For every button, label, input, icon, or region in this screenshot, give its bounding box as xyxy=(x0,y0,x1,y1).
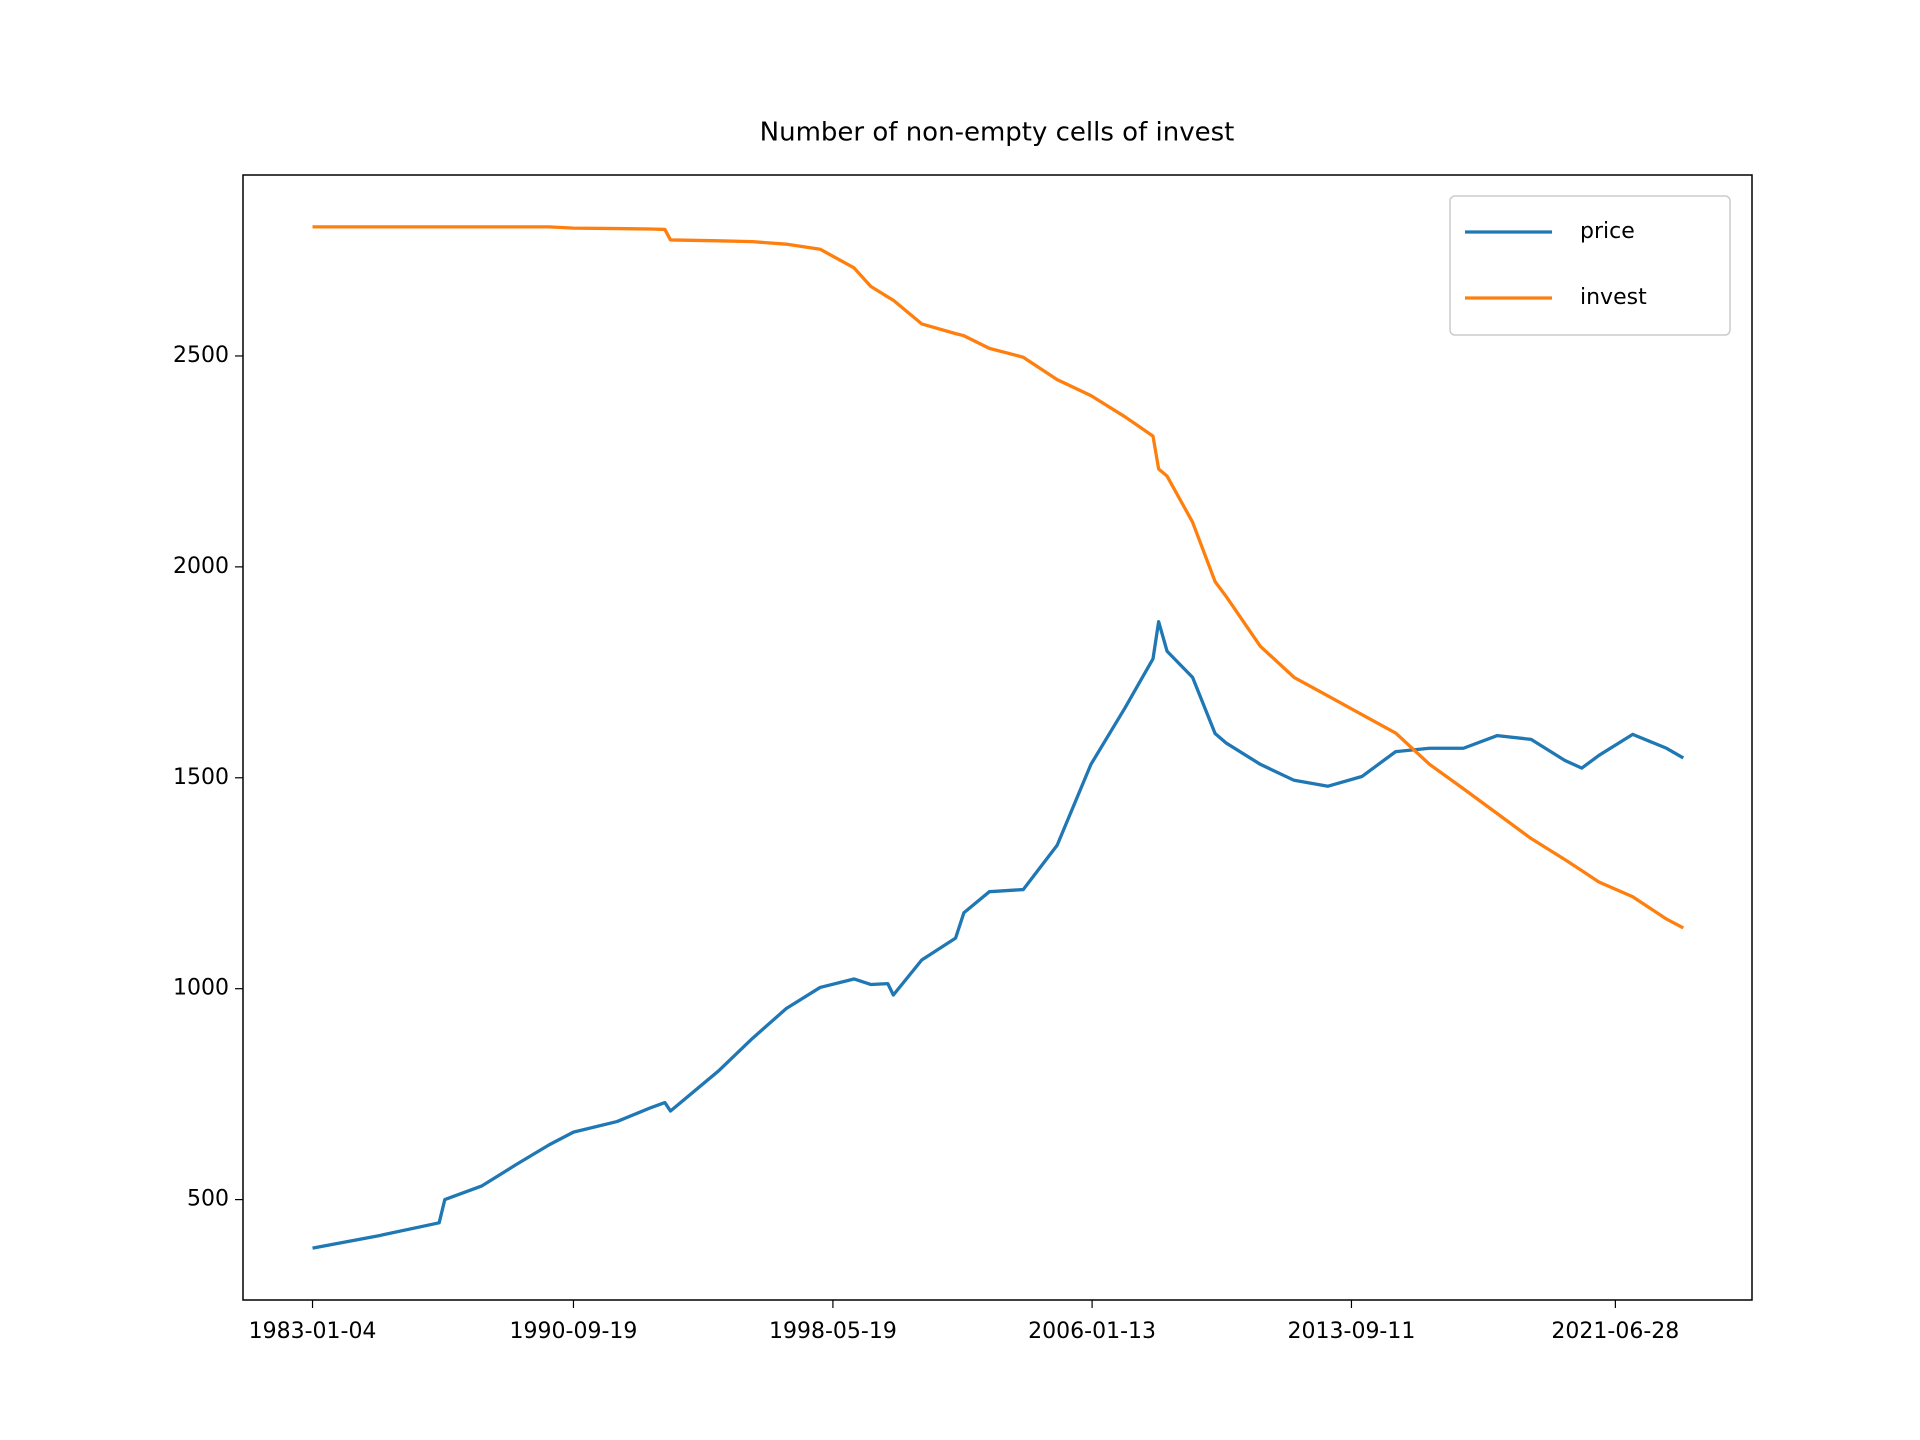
x-tick-label: 1983-01-04 xyxy=(249,1319,377,1344)
series-line xyxy=(312,620,1685,1250)
x-tick-label: 2006-01-13 xyxy=(1028,1319,1156,1344)
x-tick-label: 2021-06-28 xyxy=(1551,1319,1679,1344)
y-tick-label: 2500 xyxy=(173,343,229,368)
x-tick-label: 2013-09-11 xyxy=(1288,1319,1416,1344)
y-tick-label: 2000 xyxy=(173,554,229,579)
y-tick-label: 1500 xyxy=(173,765,229,790)
legend-label: invest xyxy=(1580,285,1647,310)
x-tick-label: 1998-05-19 xyxy=(769,1319,897,1344)
axes-frame xyxy=(242,174,1753,1301)
series-line xyxy=(312,225,1685,930)
legend-label: price xyxy=(1580,219,1635,244)
chart-title: Number of non-empty cells of invest xyxy=(760,118,1235,148)
x-tick-label: 1990-09-19 xyxy=(510,1319,638,1344)
legend-box xyxy=(1449,195,1731,336)
y-tick-label: 1000 xyxy=(173,976,229,1001)
y-tick-label: 500 xyxy=(187,1187,229,1212)
